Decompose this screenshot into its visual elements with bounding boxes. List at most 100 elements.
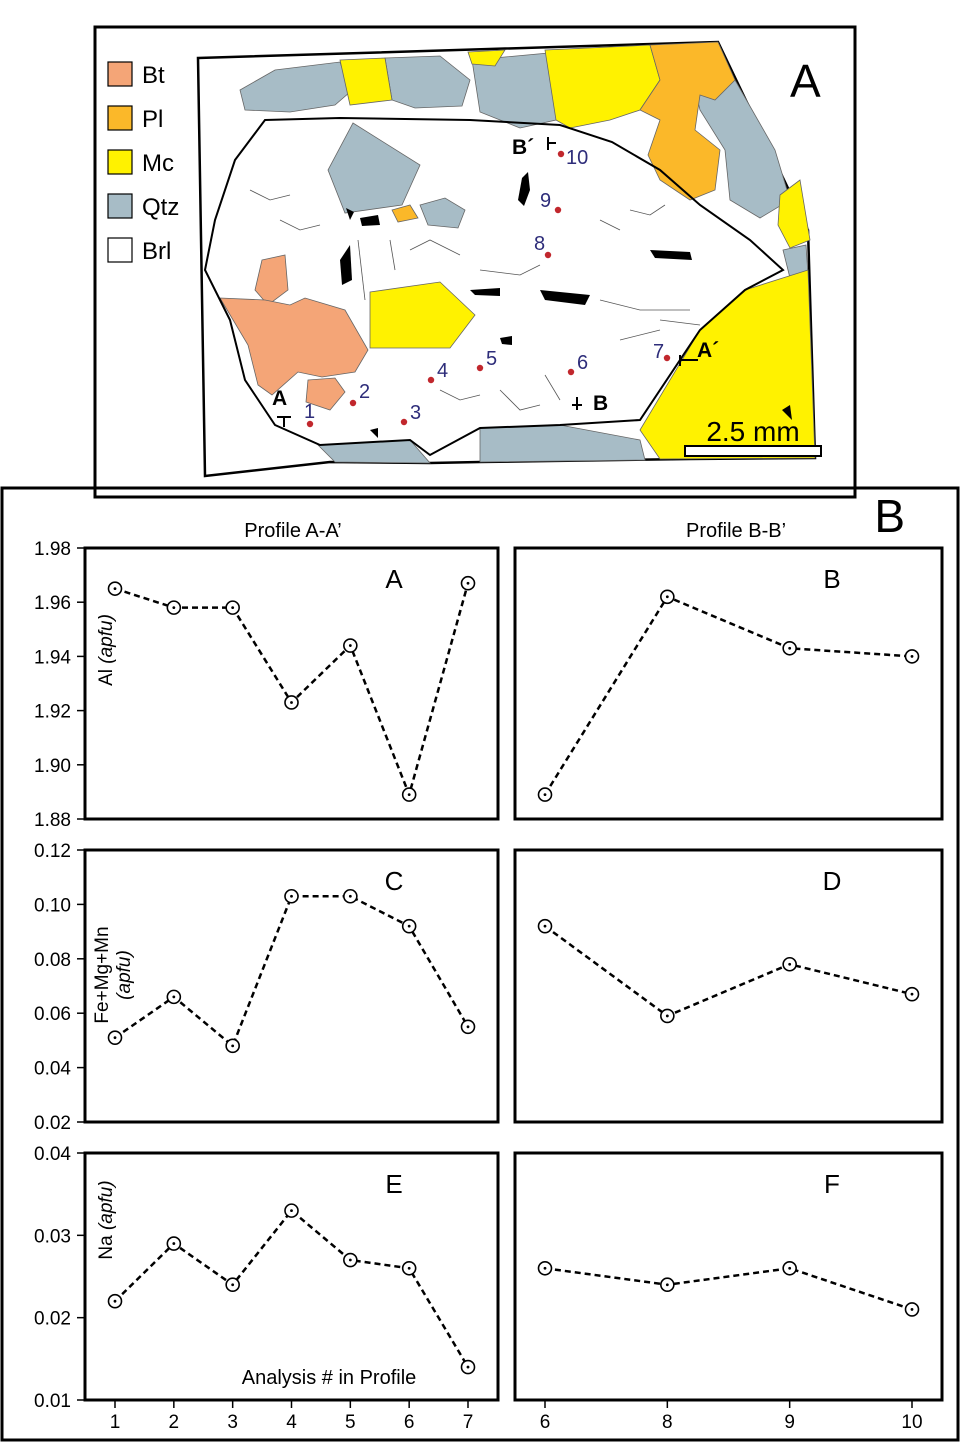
data-point-center xyxy=(172,1242,176,1245)
profile-title-b: Profile B-B’ xyxy=(686,520,786,542)
y-axis-label-a: Al (apfu) xyxy=(96,614,117,686)
quartz-regions xyxy=(239,51,809,464)
analysis-point-10 xyxy=(557,150,565,158)
data-point-center xyxy=(788,646,792,650)
data-point-center xyxy=(543,793,547,797)
data-point-center xyxy=(788,1266,792,1270)
y-tick-label: 0.10 xyxy=(34,895,71,916)
data-point-center xyxy=(665,1283,669,1287)
data-point-center xyxy=(407,1266,411,1270)
data-point-center xyxy=(348,644,352,647)
y-tick-label: 1.94 xyxy=(34,647,71,668)
map-panel-letter: A xyxy=(790,55,821,107)
analysis-point-number-2: 2 xyxy=(359,381,370,403)
analysis-point-number-7: 7 xyxy=(653,341,664,363)
plot-frame-a xyxy=(83,546,500,821)
plot-frame-d xyxy=(513,848,944,1124)
analysis-point-4 xyxy=(427,376,435,384)
plot-frame-b xyxy=(513,546,944,821)
fine-cracks xyxy=(249,189,701,411)
x-axis-label: Analysis # in Profile xyxy=(242,1367,417,1389)
data-point-center xyxy=(788,962,792,966)
profile-title-a: Profile A-A’ xyxy=(244,520,341,542)
x-tick-label: 8 xyxy=(662,1412,673,1433)
data-point-center xyxy=(113,587,117,591)
y-tick-label: 1.96 xyxy=(34,593,71,614)
data-point-center xyxy=(348,894,352,898)
data-point-center xyxy=(172,606,176,610)
legend-label-brl: Brl xyxy=(142,238,171,265)
x-tick-label: 1 xyxy=(110,1412,121,1433)
plot-letter-d: D xyxy=(823,866,842,896)
data-point-center xyxy=(466,1365,470,1369)
plot-letter-b: B xyxy=(823,564,840,594)
data-point-center xyxy=(466,1025,470,1029)
analysis-point-number-4: 4 xyxy=(437,360,448,382)
data-point-center xyxy=(910,655,914,658)
x-tick-label: 10 xyxy=(901,1412,922,1433)
plot-frame-e xyxy=(83,1151,500,1402)
y-tick-label: 0.02 xyxy=(34,1309,71,1330)
profile-label-b: B xyxy=(593,392,608,415)
legend-swatch-bt xyxy=(107,61,133,87)
analysis-point-7 xyxy=(663,354,671,362)
legend-swatch-brl xyxy=(107,237,133,263)
map-legend: Bt Pl Mc Qtz Brl xyxy=(107,61,179,265)
data-point-center xyxy=(231,1283,235,1287)
data-point-center xyxy=(348,1258,352,1262)
x-tick-label: 2 xyxy=(169,1412,180,1433)
plot-f: F 6 8 9 10 xyxy=(513,1151,944,1433)
data-point-center xyxy=(910,992,914,996)
analysis-point-2 xyxy=(349,399,357,407)
y-tick-label: 0.03 xyxy=(34,1226,71,1247)
analysis-point-9 xyxy=(554,206,562,214)
plot-d: D xyxy=(513,848,944,1124)
x-tick-label: 5 xyxy=(345,1412,356,1433)
y-tick-label: 1.88 xyxy=(34,810,71,831)
charts-panel-letter: B xyxy=(874,490,905,542)
analysis-point-number-8: 8 xyxy=(534,233,545,255)
analysis-point-number-9: 9 xyxy=(540,190,551,212)
analysis-point-number-10: 10 xyxy=(566,147,588,169)
data-point-center xyxy=(543,924,547,928)
y-axis-label-c: Fe+Mg+Mn(apfu) xyxy=(92,926,135,1023)
fractures xyxy=(340,172,792,438)
series-line-f xyxy=(544,1266,913,1311)
y-tick-label: 0.12 xyxy=(34,841,71,862)
profile-label-a-prime: A´ xyxy=(697,339,719,362)
analysis-point-3 xyxy=(400,418,408,426)
scale-bar-label: 2.5 mm xyxy=(706,416,799,447)
analysis-point-number-5: 5 xyxy=(486,348,497,370)
profile-label-b-prime: B´ xyxy=(512,136,534,159)
analysis-point-number-3: 3 xyxy=(410,402,421,424)
data-point-center xyxy=(407,793,411,797)
data-point-center xyxy=(407,924,411,928)
analysis-point-1 xyxy=(306,420,314,428)
y-tick-label: 0.04 xyxy=(34,1059,71,1080)
plot-b: B xyxy=(513,546,944,821)
legend-label-pl: Pl xyxy=(142,106,163,133)
plot-letter-e: E xyxy=(385,1169,402,1199)
data-point-center xyxy=(231,1044,235,1048)
data-point-center xyxy=(910,1308,914,1311)
legend-swatch-mc xyxy=(107,149,133,175)
x-tick-label: 4 xyxy=(286,1412,297,1433)
legend-swatch-qtz xyxy=(107,193,133,219)
microcline-regions xyxy=(339,44,816,460)
plot-letter-f: F xyxy=(824,1169,840,1199)
y-tick-label: 0.01 xyxy=(34,1391,71,1412)
x-tick-label: 7 xyxy=(463,1412,474,1433)
data-point-center xyxy=(172,995,176,999)
data-point-center xyxy=(113,1299,117,1303)
y-tick-label: 0.04 xyxy=(34,1144,71,1165)
profile-label-a: A xyxy=(272,387,287,410)
analysis-points: 1 2 34 5 6 7 8 9 10 xyxy=(304,147,671,428)
data-point-center xyxy=(665,1014,669,1018)
biotite-regions xyxy=(219,254,369,411)
data-point-center xyxy=(543,1266,547,1270)
plot-letter-c: C xyxy=(385,866,404,896)
x-tick-label: 9 xyxy=(784,1412,795,1433)
analysis-point-6 xyxy=(567,368,575,376)
